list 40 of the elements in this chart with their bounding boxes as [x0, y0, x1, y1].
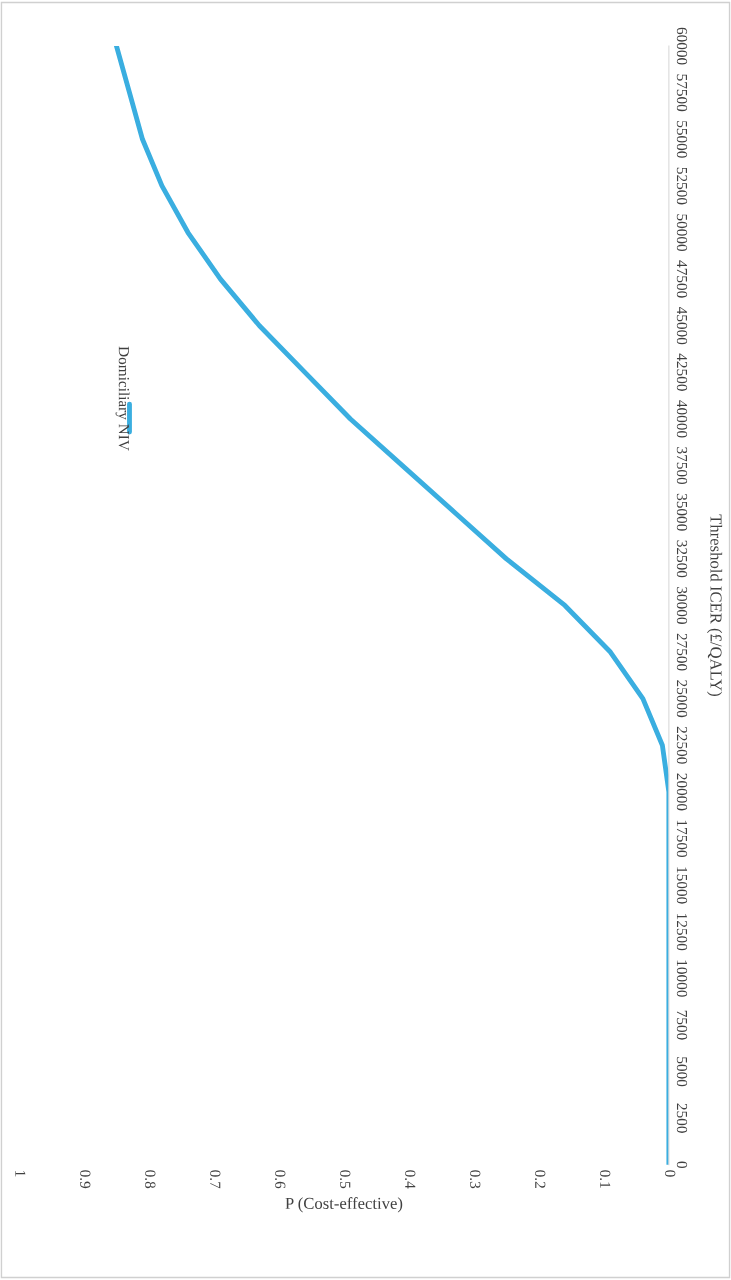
line-series [114, 46, 669, 1165]
y-tick-label: 0 [676, 1161, 688, 1169]
y-tick-label: 10000 [676, 960, 688, 997]
y-tick-label: 42500 [676, 353, 688, 391]
y-tick-label: 52500 [676, 167, 688, 205]
y-tick-label: 25000 [676, 680, 688, 718]
x-tick-label: 0.1 [599, 1170, 611, 1188]
y-tick-label: 37500 [676, 447, 688, 485]
x-tick-label: 0.6 [275, 1170, 286, 1189]
y-tick-label: 20000 [676, 773, 688, 811]
x-tick-label: 1 [15, 1171, 26, 1177]
x-tick-label: 0.3 [470, 1170, 481, 1189]
y-tick-label: 15000 [676, 867, 688, 904]
y-tick-label: 27500 [676, 633, 688, 671]
y-tick-label: 47500 [676, 260, 688, 298]
x-axis-title: P (Cost-effective) [285, 1197, 403, 1213]
x-tick-label: 0.4 [405, 1170, 416, 1189]
y-tick-label: 17500 [676, 820, 688, 858]
x-tick-label: 0.9 [80, 1170, 91, 1189]
y-tick-label: 55000 [676, 121, 688, 158]
y-tick-label: 35000 [676, 493, 688, 531]
y-tick-label: 32500 [676, 540, 688, 578]
y-tick-label: 30000 [676, 587, 688, 624]
y-tick-label: 57500 [676, 74, 688, 112]
x-tick-label: 0.5 [340, 1170, 351, 1189]
text: Domiciliary NIV [115, 346, 130, 451]
y-tick-label: 7500 [676, 1010, 688, 1040]
x-tick-label: 0.7 [210, 1170, 221, 1189]
y-tick-label: 5000 [676, 1057, 688, 1087]
y-axis-title: Threshold ICER (£/QALY) [707, 514, 723, 696]
y-tick-label: 40000 [676, 400, 688, 438]
x-tick-label: 0 [665, 1170, 676, 1177]
y-tick-label: 60000 [676, 27, 688, 65]
y-tick-label: 50000 [676, 214, 688, 252]
y-tick-label: 45000 [676, 306, 688, 345]
x-tick-label: 0.8 [145, 1170, 156, 1189]
x-tick-label: 0.2 [535, 1170, 546, 1188]
y-tick-label: 12500 [676, 913, 688, 951]
y-tick-label: 2500 [676, 1103, 688, 1133]
y-tick-label: 22500 [676, 726, 688, 764]
